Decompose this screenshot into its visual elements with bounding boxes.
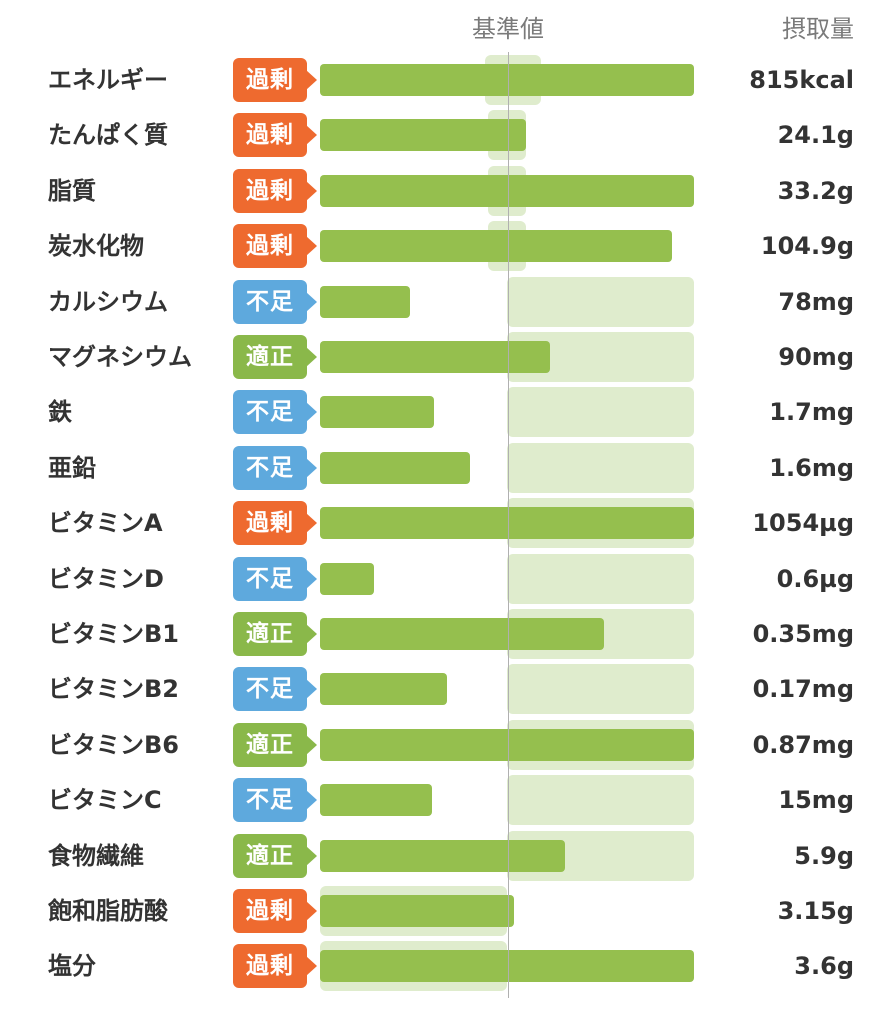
- status-badge: 不足: [233, 390, 317, 435]
- nutrient-name: 亜鉛: [48, 453, 96, 482]
- table-row: ビタミンB1 適正 0.35mg: [0, 609, 887, 659]
- intake-column-header: 摂取量: [782, 15, 854, 43]
- status-badge: 過剰: [233, 168, 317, 213]
- status-badge: 過剰: [233, 58, 317, 102]
- table-row: ビタミンC 不足 15mg: [0, 775, 887, 826]
- nutrient-name: 食物繊維: [48, 841, 144, 870]
- intake-value: 5.9g: [794, 841, 854, 870]
- table-row: ビタミンB6 適正 0.87mg: [0, 719, 887, 770]
- reference-range-band: [507, 387, 694, 438]
- intake-bar: [320, 618, 605, 650]
- nutrient-name: ビタミンC: [48, 786, 162, 815]
- table-row: 炭水化物 過剰 104.9g: [0, 221, 887, 272]
- intake-value: 78mg: [778, 287, 854, 316]
- status-badge: 不足: [233, 279, 317, 324]
- table-row: 塩分 過剰 3.6g: [0, 941, 887, 992]
- intake-bar: [320, 673, 448, 706]
- intake-bar: [320, 230, 672, 263]
- intake-bar: [320, 507, 694, 540]
- status-badge: 不足: [233, 778, 317, 823]
- intake-value: 15mg: [778, 786, 854, 815]
- intake-bar: [320, 895, 515, 927]
- intake-bar: [320, 728, 694, 761]
- status-badge: 適正: [233, 722, 317, 767]
- intake-value: 0.87mg: [752, 730, 854, 759]
- reference-range-band: [507, 442, 694, 493]
- table-row: 鉄 不足 1.7mg: [0, 387, 887, 438]
- nutrient-name: ビタミンD: [48, 564, 164, 593]
- intake-value: 1054µg: [752, 509, 854, 538]
- intake-value: 1.7mg: [769, 398, 854, 427]
- status-badge: 不足: [233, 445, 317, 490]
- intake-bar: [320, 174, 694, 207]
- table-row: エネルギー 過剰 815kcal: [0, 55, 887, 105]
- status-badge: 適正: [233, 335, 317, 379]
- status-badge: 不足: [233, 667, 317, 712]
- nutrient-name: ビタミンB2: [48, 675, 179, 704]
- status-badge: 過剰: [233, 889, 317, 933]
- intake-bar: [320, 950, 694, 983]
- intake-bar: [320, 562, 375, 595]
- table-row: たんぱく質 過剰 24.1g: [0, 110, 887, 161]
- reference-range-band: [507, 276, 694, 327]
- table-row: 脂質 過剰 33.2g: [0, 165, 887, 216]
- intake-bar: [320, 396, 435, 429]
- status-badge: 過剰: [233, 113, 317, 158]
- reference-column-header: 基準値: [472, 15, 544, 43]
- intake-bar: [320, 784, 433, 817]
- status-badge: 過剰: [233, 501, 317, 546]
- status-badge: 適正: [233, 833, 317, 878]
- reference-range-band: [507, 553, 694, 604]
- nutrient-name: 飽和脂肪酸: [48, 897, 168, 925]
- reference-range-band: [507, 664, 694, 715]
- intake-bar: [320, 451, 470, 484]
- intake-value: 3.15g: [777, 897, 854, 925]
- nutrient-name: たんぱく質: [48, 121, 168, 150]
- table-row: ビタミンA 過剰 1054µg: [0, 498, 887, 549]
- nutrient-name: 鉄: [48, 398, 72, 427]
- intake-value: 104.9g: [760, 232, 854, 261]
- status-badge: 過剰: [233, 224, 317, 269]
- intake-value: 24.1g: [777, 121, 854, 150]
- intake-bar: [320, 119, 526, 152]
- table-row: ビタミンB2 不足 0.17mg: [0, 664, 887, 715]
- nutrient-name: ビタミンB1: [48, 620, 179, 648]
- intake-value: 90mg: [778, 343, 854, 371]
- table-row: 亜鉛 不足 1.6mg: [0, 442, 887, 493]
- intake-value: 0.17mg: [752, 675, 854, 704]
- nutrient-name: 炭水化物: [48, 232, 144, 261]
- intake-bar: [320, 64, 694, 96]
- table-row: 飽和脂肪酸 過剰 3.15g: [0, 886, 887, 936]
- intake-bar: [320, 285, 410, 318]
- intake-bar: [320, 341, 550, 373]
- table-row: ビタミンD 不足 0.6µg: [0, 553, 887, 604]
- intake-value: 0.6µg: [776, 564, 854, 593]
- status-badge: 過剰: [233, 944, 317, 989]
- table-row: マグネシウム 適正 90mg: [0, 332, 887, 382]
- reference-line: [508, 52, 509, 998]
- intake-value: 0.35mg: [752, 620, 854, 648]
- nutrient-name: エネルギー: [48, 66, 168, 94]
- nutrient-name: 塩分: [48, 952, 96, 981]
- nutrient-name: カルシウム: [48, 287, 168, 316]
- nutrient-name: マグネシウム: [48, 343, 192, 371]
- nutrient-name: ビタミンA: [48, 509, 163, 538]
- intake-value: 815kcal: [749, 66, 854, 94]
- status-badge: 不足: [233, 556, 317, 601]
- intake-value: 3.6g: [794, 952, 854, 981]
- intake-value: 1.6mg: [769, 453, 854, 482]
- nutrient-name: ビタミンB6: [48, 730, 179, 759]
- nutrient-name: 脂質: [48, 176, 96, 205]
- intake-bar: [320, 839, 565, 872]
- intake-value: 33.2g: [777, 176, 854, 205]
- reference-range-band: [507, 775, 694, 826]
- table-row: カルシウム 不足 78mg: [0, 276, 887, 327]
- status-badge: 適正: [233, 612, 317, 656]
- table-row: 食物繊維 適正 5.9g: [0, 830, 887, 881]
